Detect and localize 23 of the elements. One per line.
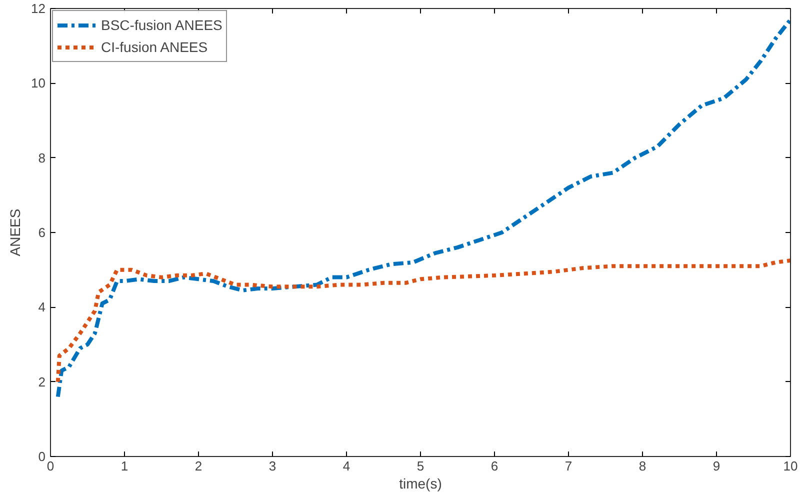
y-tick-label: 0 [38, 449, 46, 464]
y-tick-label: 8 [38, 150, 46, 166]
x-tick-label: 4 [342, 458, 350, 474]
legend-label: CI-fusion ANEES [101, 39, 208, 55]
x-tick-label: 7 [564, 458, 572, 474]
line-series [56, 18, 790, 399]
y-tick-label: 10 [31, 76, 46, 91]
x-tick-label: 5 [416, 458, 424, 474]
line-series [56, 258, 790, 384]
y-tick-label: 6 [38, 225, 46, 240]
y-tick-label: 12 [31, 1, 46, 16]
x-tick-label: 2 [194, 458, 202, 474]
x-tick-label: 10 [783, 458, 798, 474]
x-tick-label: 6 [490, 458, 498, 474]
y-tick-label: 2 [38, 374, 46, 390]
y-tick-label: 4 [38, 300, 46, 315]
x-tick-label: 1 [120, 458, 128, 474]
x-tick-label: 8 [638, 458, 646, 474]
y-axis-title: ANEES [7, 208, 24, 256]
x-tick-label: 9 [712, 458, 720, 474]
x-tick-label: 3 [268, 458, 276, 474]
x-axis-title: time(s) [399, 476, 442, 492]
legend-label: BSC-fusion ANEES [101, 17, 222, 33]
